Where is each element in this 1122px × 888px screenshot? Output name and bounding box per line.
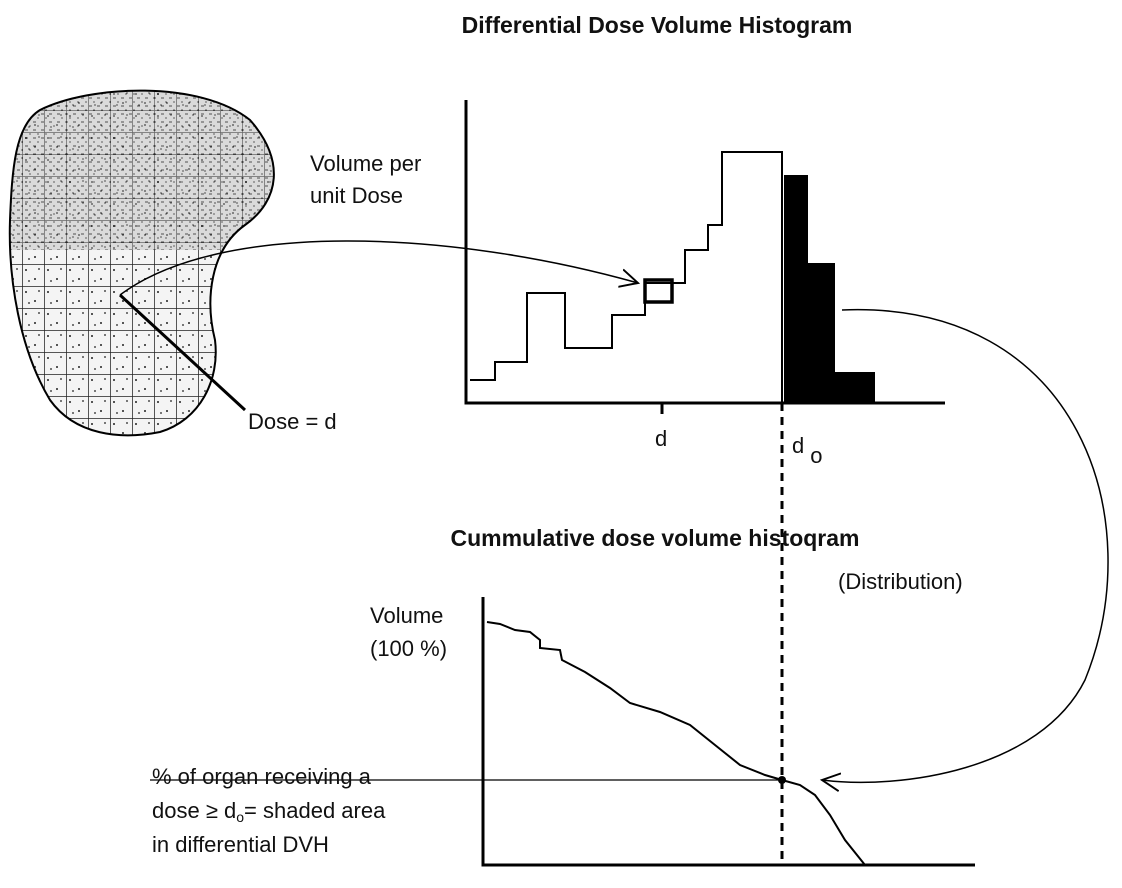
title: Differential Dose Volume Histogram — [462, 12, 853, 38]
dose-bin — [643, 278, 674, 304]
dose-label: Dose = d — [248, 409, 337, 434]
cumulative-title: Cummulative dose volume histoqram — [451, 525, 860, 551]
y-label: (100 %) — [370, 636, 447, 661]
axes — [464, 100, 945, 405]
y-label: unit Dose — [310, 183, 403, 208]
arrow — [119, 240, 638, 296]
x-label: d — [655, 426, 667, 451]
annotation: dose ≥ do= shaded area — [152, 798, 386, 825]
organ — [9, 90, 274, 436]
y-label: Volume — [370, 603, 443, 628]
axes — [481, 597, 975, 867]
organ-outline — [8, 89, 275, 437]
cumulative-curve — [486, 621, 866, 866]
histogram-steps — [470, 151, 783, 403]
annotation: in differential DVH — [152, 832, 329, 857]
arrow — [822, 309, 1109, 783]
point — [778, 776, 786, 784]
subtitle: (Distribution) — [838, 569, 963, 594]
dose-pointer — [118, 293, 247, 412]
annotation: % of organ receiving a — [152, 764, 372, 789]
y-label: Volume per — [310, 151, 421, 176]
shaded-bins — [784, 175, 875, 403]
